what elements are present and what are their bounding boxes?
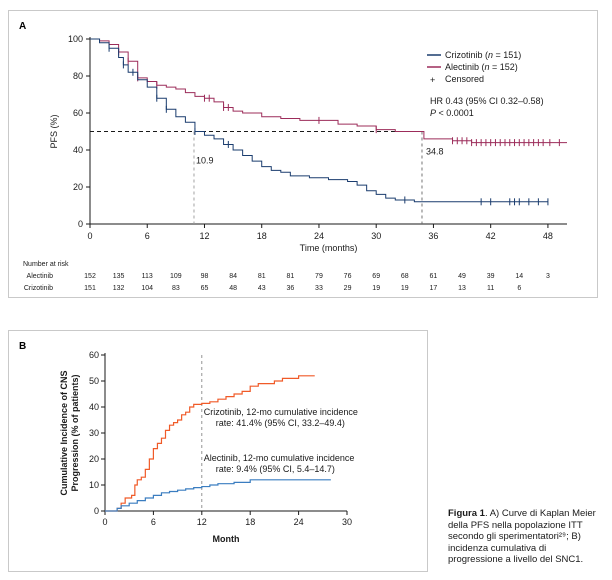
incidence-curve-alectinib: [105, 479, 331, 512]
annotation-alectinib: Alectinib, 12-mo cumulative incidence: [204, 453, 355, 463]
y-tick-label: 0: [78, 219, 83, 229]
x-tick-label: 30: [371, 231, 381, 241]
y-tick-label: 50: [89, 376, 99, 386]
risk-count: 13: [458, 285, 466, 292]
panel-b: B 0 10 20 30 40 50 60 0 6 12 18 24 30 Month Cumulative…: [8, 330, 428, 572]
risk-count: 83: [172, 285, 180, 292]
x-tick-label: 6: [145, 231, 150, 241]
cns-incidence-chart: B 0 10 20 30 40 50 60 0 6 12 18 24 30 Month Cumulative…: [19, 341, 358, 544]
y-tick-label: 60: [73, 108, 83, 118]
y-tick-label: 20: [73, 182, 83, 192]
risk-count: 19: [401, 285, 409, 292]
risk-count: 48: [229, 285, 237, 292]
risk-count: 135: [113, 273, 125, 280]
x-tick-label: 12: [199, 231, 209, 241]
x-tick-label: 6: [151, 517, 156, 527]
x-tick-label: 0: [102, 517, 107, 527]
p-value-text: P < 0.0001: [430, 108, 474, 118]
risk-count: 11: [487, 285, 494, 292]
risk-count: 151: [84, 285, 96, 292]
x-tick-label: 24: [294, 517, 304, 527]
risk-count: 76: [344, 273, 352, 280]
annotation-crizotinib: Crizotinib, 12-mo cumulative incidence: [204, 407, 358, 417]
legend-censor-symbol: +: [430, 75, 435, 85]
risk-count: 3: [546, 273, 550, 280]
caption-text: . A) Curve di Kaplan Meier della PFS nel…: [448, 508, 596, 565]
median-label-alectinib: 34.8: [426, 147, 444, 157]
risk-count: 33: [315, 285, 323, 292]
km-curve-crizotinib: [90, 38, 548, 203]
annotation-crizotinib: rate: 41.4% (95% CI, 33.2–49.4): [216, 418, 345, 428]
risk-count: 65: [201, 285, 209, 292]
y-tick-label: 30: [89, 428, 99, 438]
y-axis-title-line: Progression (% of patients): [70, 374, 80, 491]
risk-count: 43: [258, 285, 266, 292]
median-label-crizotinib: 10.9: [196, 156, 214, 166]
legend-label-crizotinib: Crizotinib (n = 151): [445, 50, 521, 60]
risk-count: 29: [344, 285, 352, 292]
panel-label-a: A: [19, 21, 26, 32]
risk-count: 39: [487, 273, 495, 280]
x-tick-label: 48: [543, 231, 553, 241]
risk-count: 84: [229, 273, 237, 280]
risk-count: 68: [401, 273, 409, 280]
risk-count: 81: [286, 273, 294, 280]
risk-count: 14: [515, 273, 523, 280]
y-tick-label: 100: [68, 34, 83, 44]
y-axis-title-line: Cumulative Incidence of CNS: [59, 370, 69, 495]
risk-count: 104: [141, 285, 153, 292]
x-axis-title: Month: [213, 534, 240, 544]
incidence-curve-crizotinib: [105, 375, 315, 512]
x-axis-title: Time (months): [300, 243, 358, 253]
risk-count: 98: [201, 273, 209, 280]
panel-a: A 0 20 40 60 80 100 0 6 12 18 24 30 36 42 48 Time (mont…: [8, 10, 598, 298]
hazard-ratio-text: HR 0.43 (95% CI 0.32–0.58): [430, 96, 544, 106]
risk-table-title: Number at risk: [23, 261, 69, 268]
risk-row-label: Alectinib: [27, 273, 54, 280]
risk-count: 152: [84, 273, 96, 280]
y-tick-label: 0: [94, 506, 99, 516]
y-tick-label: 20: [89, 454, 99, 464]
risk-count: 17: [430, 285, 438, 292]
risk-count: 19: [372, 285, 380, 292]
y-tick-label: 40: [73, 145, 83, 155]
risk-count: 132: [113, 285, 125, 292]
y-axis-title: PFS (%): [49, 114, 59, 148]
y-tick-label: 10: [89, 480, 99, 490]
x-tick-label: 30: [342, 517, 352, 527]
risk-count: 61: [430, 273, 438, 280]
risk-count: 79: [315, 273, 323, 280]
y-tick-label: 80: [73, 71, 83, 81]
x-tick-label: 18: [257, 231, 267, 241]
x-tick-label: 12: [197, 517, 207, 527]
risk-count: 49: [458, 273, 466, 280]
risk-count: 109: [170, 273, 182, 280]
cns-plot-area: 0 10 20 30 40 50 60 0 6 12 18 24 30 Month Cumulative I…: [59, 350, 358, 544]
legend-label-censored: Censored: [445, 74, 484, 84]
risk-count: 36: [286, 285, 294, 292]
x-tick-label: 24: [314, 231, 324, 241]
figure-caption: Figura 1. A) Curve di Kaplan Meier della…: [448, 508, 598, 566]
y-tick-label: 40: [89, 402, 99, 412]
risk-count: 81: [258, 273, 266, 280]
x-tick-label: 36: [428, 231, 438, 241]
y-tick-label: 60: [89, 350, 99, 360]
x-tick-label: 42: [486, 231, 496, 241]
annotation-alectinib: rate: 9.4% (95% CI, 5.4–14.7): [216, 464, 335, 474]
panel-label-b: B: [19, 341, 26, 352]
x-tick-label: 0: [87, 231, 92, 241]
x-tick-label: 18: [245, 517, 255, 527]
risk-count: 113: [142, 273, 153, 280]
risk-count: 6: [517, 285, 521, 292]
legend-label-alectinib: Alectinib (n = 152): [445, 62, 518, 72]
caption-bold: Figura 1: [448, 508, 485, 519]
risk-row-label: Crizotinib: [24, 285, 53, 292]
risk-count: 69: [372, 273, 380, 280]
